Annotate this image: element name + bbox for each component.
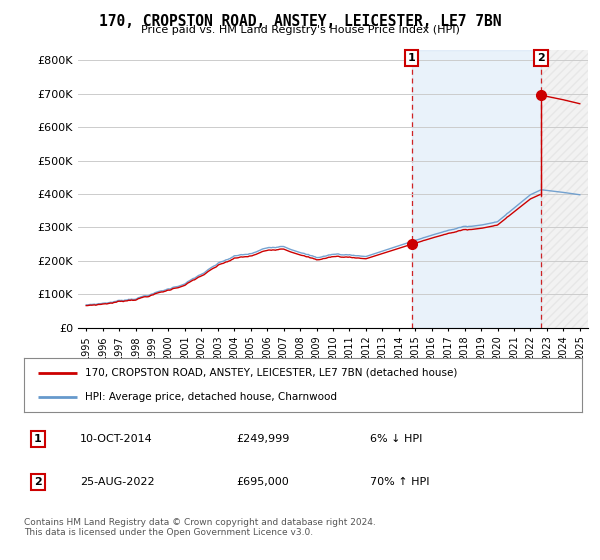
Text: £249,999: £249,999 [236,435,289,445]
Text: 170, CROPSTON ROAD, ANSTEY, LEICESTER, LE7 7BN: 170, CROPSTON ROAD, ANSTEY, LEICESTER, L… [99,14,501,29]
Text: 170, CROPSTON ROAD, ANSTEY, LEICESTER, LE7 7BN (detached house): 170, CROPSTON ROAD, ANSTEY, LEICESTER, L… [85,368,458,378]
Text: Price paid vs. HM Land Registry's House Price Index (HPI): Price paid vs. HM Land Registry's House … [140,25,460,35]
Text: 2: 2 [537,53,545,63]
Text: £695,000: £695,000 [236,477,289,487]
Text: 10-OCT-2014: 10-OCT-2014 [80,435,152,445]
Text: 2: 2 [34,477,42,487]
Bar [412,50,541,328]
Text: 70% ↑ HPI: 70% ↑ HPI [370,477,430,487]
Text: 25-AUG-2022: 25-AUG-2022 [80,477,154,487]
Text: Contains HM Land Registry data © Crown copyright and database right 2024.
This d: Contains HM Land Registry data © Crown c… [24,518,376,538]
Text: 6% ↓ HPI: 6% ↓ HPI [370,435,422,445]
Text: 1: 1 [408,53,416,63]
Bar [541,50,600,328]
Text: HPI: Average price, detached house, Charnwood: HPI: Average price, detached house, Char… [85,392,337,402]
Text: 1: 1 [34,435,42,445]
